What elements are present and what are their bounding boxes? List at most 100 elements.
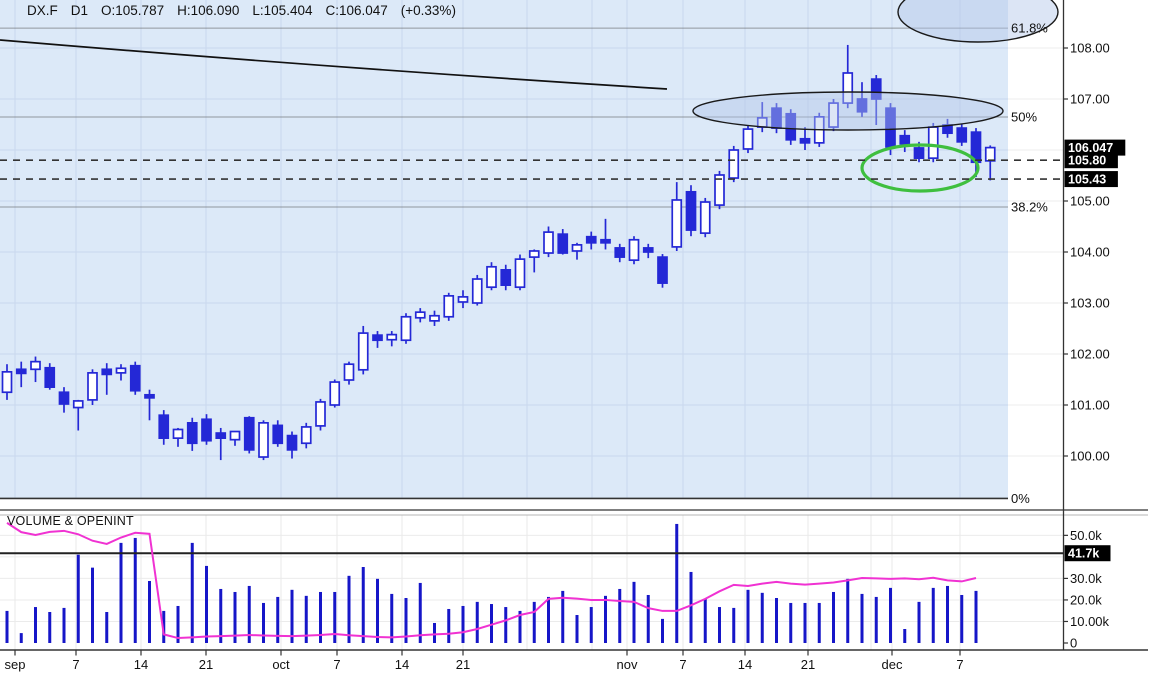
candle [671,182,683,251]
volume-bar [974,590,978,643]
candle [642,243,654,259]
price-gridlines [0,47,1064,457]
trendline [0,39,668,90]
fib-618-ellipse[interactable] [897,0,1059,43]
price-axis-label: 108.00 [1070,41,1110,56]
volume-bar [661,618,664,643]
candle-body-bullish [543,231,554,254]
x-axis-label: 7 [956,657,963,672]
volume-bar [575,615,579,643]
candle-body-bullish [30,360,41,371]
fib-label-61.8%: 61.8% [1011,21,1048,36]
candle [443,292,455,321]
candle-body-bearish [856,98,868,113]
candle-body-bearish [215,432,227,439]
volume-bar [205,565,208,643]
candle-body-bullish [714,174,725,206]
volume-axis[interactable]: 50.0k 30.0k 20.0k 10.00k 0 41.7k [1063,528,1111,651]
candle-body-bullish [628,238,640,262]
candle-body-bullish [486,265,497,289]
candle-body-bullish [386,333,398,341]
volume-bar [846,578,850,643]
candle [343,361,355,385]
oi-value-badge: 41.7k [1068,547,1099,561]
price-axis[interactable]: 108.00 107.00 105.00 104.00 103.00 102.00 101.… [1063,41,1126,464]
candle [543,226,554,258]
candle [657,254,668,288]
volume-axis-label: 0 [1070,636,1077,651]
x-axis-label: 14 [395,657,409,672]
volume-bar [447,608,451,643]
candle [201,414,212,445]
volume-bar [561,590,565,643]
support-highlight-ellipse[interactable] [860,143,980,193]
candle-body-bullish [671,199,683,248]
candle-body-bullish [357,332,369,371]
candle [728,145,740,183]
resistance-zone-ellipse[interactable] [692,91,1004,131]
volume-bar [675,523,679,643]
candle-body-bullish [571,244,583,252]
volume-bar [518,610,522,643]
volume-bar [376,578,379,643]
descending-trendline[interactable] [0,39,668,90]
volume-bar [290,589,294,643]
candle [72,399,84,431]
candle-body-bullish [842,72,854,104]
volume-bar [874,596,878,643]
candlesticks [1,44,996,461]
volume-bar [34,607,37,643]
candle-body-bearish [614,247,626,258]
volume-bar [946,585,949,643]
volume-bar [119,542,123,643]
candle [215,427,227,461]
candle-body-bearish [642,247,654,253]
volume-axis-label: 20.0k [1070,592,1102,607]
candle-body-bullish [400,315,412,342]
open-interest-polyline [6,522,977,640]
volume-bar [475,601,479,643]
volume-bar [276,596,280,643]
candle-body-bearish [685,190,697,231]
candle-body-bullish [471,278,483,304]
volume-bar [105,611,109,643]
candle-body-bearish [913,147,925,160]
price-axis-label: 104.00 [1070,245,1110,260]
candle [15,361,27,388]
candle-body-bullish [429,314,440,322]
x-axis[interactable]: sep 7 14 21 oct 7 14 21 nov 7 14 21 dec 7 [5,650,964,672]
candle [357,325,369,375]
candle [870,75,882,126]
x-axis-label: 14 [134,657,148,672]
level-price-badge: 105.80 [1068,154,1106,168]
volume-bar [889,587,892,643]
price-badge-bg [1064,171,1118,188]
fib-label-0%: 0% [1011,491,1030,506]
volume-bar [589,607,593,643]
candle-body-bullish [927,126,939,160]
candle [628,236,640,265]
volume-bar [361,566,365,643]
level-price-badge: 105.43 [1068,173,1106,187]
vertical-gridlines [0,0,1064,650]
candle [927,122,939,163]
candle-body-bearish [44,366,56,388]
candle [699,197,711,238]
volume-bar [960,594,964,643]
volume-bar [91,567,94,643]
volume-bar [789,602,793,643]
volume-bar [832,591,835,643]
x-axis-label: dec [882,657,903,672]
price-badge-bg [1064,139,1126,156]
volume-bar [646,594,650,643]
candle [1,364,13,400]
candle-body-bearish [799,137,811,144]
open-interest-line [6,522,977,640]
candle [172,427,184,447]
price-axis-label: 107.00 [1070,92,1110,107]
candle-body-bearish [500,269,512,287]
candle [500,264,512,291]
candle-body-bearish [272,424,284,445]
